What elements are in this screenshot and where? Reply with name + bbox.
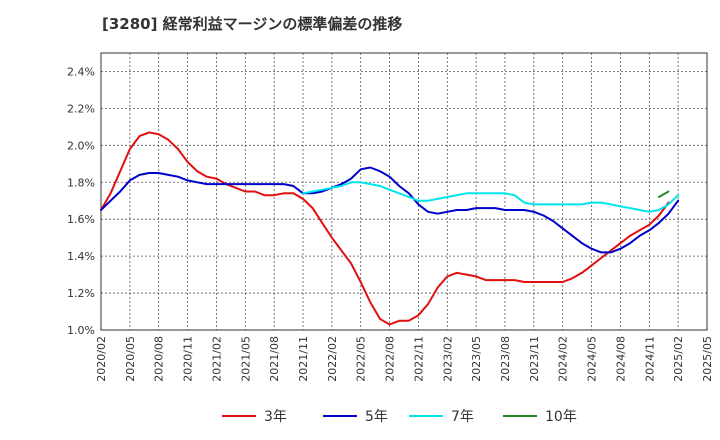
- legend-label-5y: 5年: [365, 409, 388, 425]
- legend-label-10y: 10年: [545, 409, 577, 425]
- x-tick-label: 2020/11: [182, 336, 195, 382]
- y-tick-label: 2.4%: [67, 65, 95, 78]
- series-line-3y: [100, 131, 670, 326]
- legend: 3年 5年 7年 10年: [0, 404, 720, 428]
- series-line-5y: [100, 166, 680, 254]
- legend-swatch-10y: [503, 415, 537, 417]
- legend-swatch-3y: [222, 415, 256, 417]
- chart-title: [3280] 経常利益マージンの標準偏差の推移: [102, 15, 403, 33]
- y-tick-label: 1.2%: [67, 287, 95, 300]
- x-tick-label: 2024/08: [614, 336, 627, 382]
- legend-item-3y: 3年: [222, 404, 287, 428]
- x-tick-label: 2021/05: [239, 336, 252, 382]
- x-tick-label: 2020/05: [124, 336, 137, 382]
- x-tick-label: 2022/11: [412, 336, 425, 382]
- x-tick-label: 2022/02: [326, 336, 339, 382]
- x-tick-label: 2021/08: [268, 336, 281, 382]
- y-tick-label: 1.0%: [67, 324, 95, 337]
- x-tick-label: 2021/11: [297, 336, 310, 382]
- legend-label-7y: 7年: [451, 409, 474, 425]
- series-line-10y: [657, 190, 670, 198]
- x-tick-label: 2020/08: [153, 336, 166, 382]
- legend-item-10y: 10年: [503, 404, 577, 428]
- x-tick-label: 2024/05: [586, 336, 599, 382]
- x-tick-label: 2023/08: [499, 336, 512, 382]
- legend-swatch-5y: [323, 415, 357, 417]
- legend-swatch-7y: [409, 415, 443, 417]
- x-tick-label: 2021/02: [210, 336, 223, 382]
- x-tick-label: 2025/05: [701, 336, 714, 382]
- series-line-7y: [302, 181, 680, 213]
- x-tick-label: 2022/08: [384, 336, 397, 382]
- y-tick-label: 1.8%: [67, 176, 95, 189]
- y-tick-label: 1.6%: [67, 213, 95, 226]
- legend-item-7y: 7年: [409, 404, 474, 428]
- legend-label-3y: 3年: [264, 409, 287, 425]
- x-tick-label: 2024/02: [557, 336, 570, 382]
- x-tick-label: 2023/05: [470, 336, 483, 382]
- y-tick-label: 1.4%: [67, 250, 95, 263]
- x-tick-label: 2025/02: [672, 336, 685, 382]
- plot-frame: [100, 52, 708, 331]
- y-tick-label: 2.0%: [67, 139, 95, 152]
- x-tick-label: 2024/11: [643, 336, 656, 382]
- x-tick-label: 2023/11: [528, 336, 541, 382]
- plot-area: [101, 53, 707, 330]
- x-tick-label: 2020/02: [95, 336, 108, 382]
- y-tick-label: 2.2%: [67, 102, 95, 115]
- legend-item-5y: 5年: [323, 404, 388, 428]
- x-tick-label: 2023/02: [441, 336, 454, 382]
- x-tick-label: 2022/05: [355, 336, 368, 382]
